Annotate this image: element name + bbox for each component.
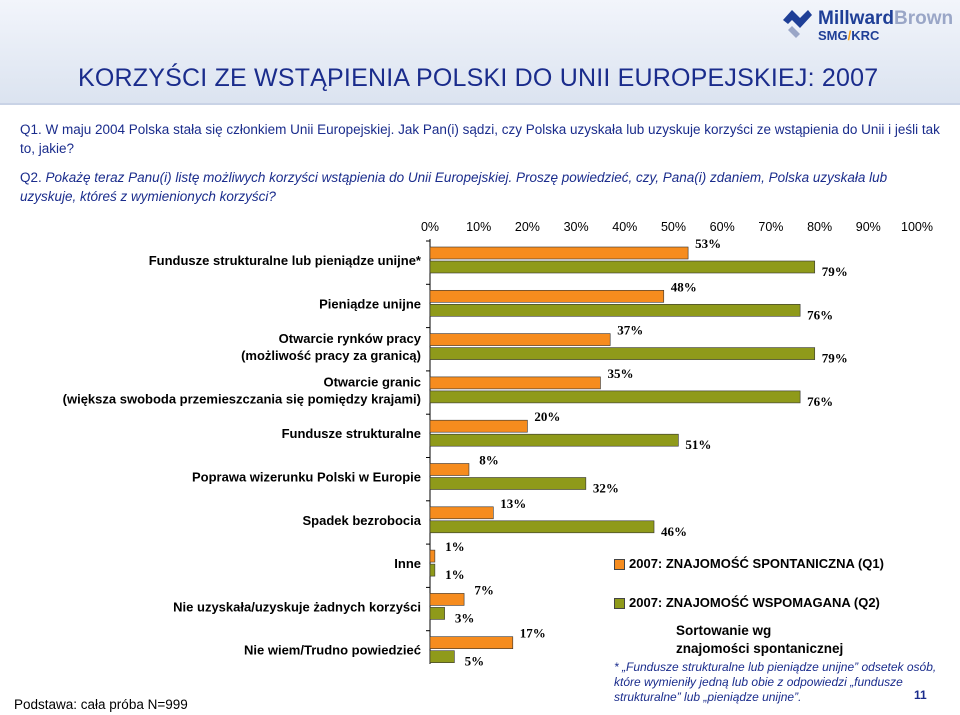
bar xyxy=(429,463,470,476)
bar xyxy=(429,636,514,650)
data-label: 37% xyxy=(617,323,643,338)
data-label: 5% xyxy=(465,654,485,669)
bar xyxy=(429,520,655,534)
x-tick-label: 60% xyxy=(710,220,735,234)
bar xyxy=(429,333,611,346)
bar xyxy=(429,303,801,317)
data-label: 32% xyxy=(593,481,619,496)
logo-mark-icon xyxy=(783,10,812,38)
data-label: 7% xyxy=(474,582,494,597)
data-label: 1% xyxy=(445,539,465,554)
bar xyxy=(429,289,665,303)
legend-item-prompted: 2007: ZNAJOMOŚĆ WSPOMAGANA (Q2) xyxy=(614,595,880,610)
data-label: 3% xyxy=(455,610,475,625)
sort-note-line1: Sortowanie wg xyxy=(676,623,772,638)
data-label: 79% xyxy=(822,351,848,366)
page-title: KORZYŚCI ZE WSTĄPIENIA POLSKI DO UNII EU… xyxy=(78,64,879,92)
sample-base: Podstawa: cała próba N=999 xyxy=(14,697,188,712)
logo-brand: MillwardBrown xyxy=(818,8,954,29)
category-label: Otwarcie granic xyxy=(323,374,421,389)
bar xyxy=(429,246,689,260)
question-q1: Q1. W maju 2004 Polska stała się członki… xyxy=(20,122,940,156)
question-q2-text: Pokażę teraz Panu(i) listę możliwych kor… xyxy=(20,170,888,204)
data-label: 53% xyxy=(695,236,721,251)
header-band xyxy=(0,0,960,104)
data-label: 46% xyxy=(661,524,687,539)
bar xyxy=(429,563,436,577)
data-label: 20% xyxy=(534,409,560,424)
bar xyxy=(429,419,528,433)
header-divider xyxy=(0,103,960,105)
data-label: 76% xyxy=(807,394,833,409)
legend-label-spontaneous: 2007: ZNAJOMOŚĆ SPONTANICZNA (Q1) xyxy=(629,556,884,571)
bar xyxy=(429,376,601,390)
data-label: 51% xyxy=(685,437,711,452)
category-label: Fundusze strukturalne xyxy=(282,426,421,441)
data-label: 76% xyxy=(807,307,833,322)
x-tick-label: 10% xyxy=(466,220,491,234)
data-label: 79% xyxy=(822,264,848,279)
category-label: Otwarcie rynków pracy xyxy=(279,331,422,346)
bar xyxy=(429,607,445,620)
category-label: Spadek bezrobocia xyxy=(303,513,422,528)
category-label: Fundusze strukturalne lub pieniądze unij… xyxy=(149,253,422,268)
data-label: 17% xyxy=(520,626,546,641)
x-tick-label: 50% xyxy=(661,220,686,234)
bar xyxy=(429,549,436,563)
bar xyxy=(429,650,455,664)
footnote: * „Fundusze strukturalne lub pieniądze u… xyxy=(614,660,937,704)
legend-swatch-spontaneous xyxy=(614,559,625,571)
category-label: Nie wiem/Trudno powiedzieć xyxy=(244,643,421,658)
category-label: Nie uzyskała/uzyskuje żadnych korzyści xyxy=(173,599,421,614)
legend-swatch-prompted xyxy=(614,598,625,610)
x-tick-label: 0% xyxy=(421,220,439,234)
data-label: 48% xyxy=(671,279,697,294)
question-q2-number: Q2. xyxy=(20,170,42,185)
category-label: Pieniądze unijne xyxy=(319,296,421,311)
bar xyxy=(429,347,816,360)
x-tick-label: 90% xyxy=(856,220,881,234)
data-label: 8% xyxy=(479,453,499,468)
category-label: (większa swoboda przemieszczania się pom… xyxy=(63,391,421,406)
bar xyxy=(429,593,465,606)
data-label: 13% xyxy=(500,496,526,511)
x-tick-label: 70% xyxy=(758,220,783,234)
x-tick-label: 30% xyxy=(564,220,589,234)
bar xyxy=(429,390,801,404)
bar xyxy=(429,506,494,520)
x-tick-label: 20% xyxy=(515,220,540,234)
bar xyxy=(429,260,816,274)
x-tick-label: 80% xyxy=(807,220,832,234)
bar xyxy=(429,433,679,447)
bar xyxy=(429,477,587,490)
data-label: 35% xyxy=(607,366,633,381)
category-label: Poprawa wizerunku Polski w Europie xyxy=(192,470,421,485)
legend-label-prompted: 2007: ZNAJOMOŚĆ WSPOMAGANA (Q2) xyxy=(629,595,880,610)
category-label: (możliwość pracy za granicą) xyxy=(241,348,421,363)
millward-brown-logo: MillwardBrown SMG/KRC xyxy=(780,4,955,46)
data-label: 1% xyxy=(445,567,465,582)
legend-item-spontaneous: 2007: ZNAJOMOŚĆ SPONTANICZNA (Q1) xyxy=(614,556,884,571)
x-tick-label: 100% xyxy=(901,220,933,234)
sort-note: Sortowanie wg znajomości spontanicznej xyxy=(676,622,843,658)
category-label: Inne xyxy=(394,556,421,571)
page-number: 11 xyxy=(914,688,927,702)
sort-note-line2: znajomości spontanicznej xyxy=(676,641,844,656)
question-q2: Q2. Pokażę teraz Panu(i) listę możliwych… xyxy=(20,168,940,206)
logo-subbrand: SMG/KRC xyxy=(818,28,880,43)
x-tick-label: 40% xyxy=(612,220,637,234)
